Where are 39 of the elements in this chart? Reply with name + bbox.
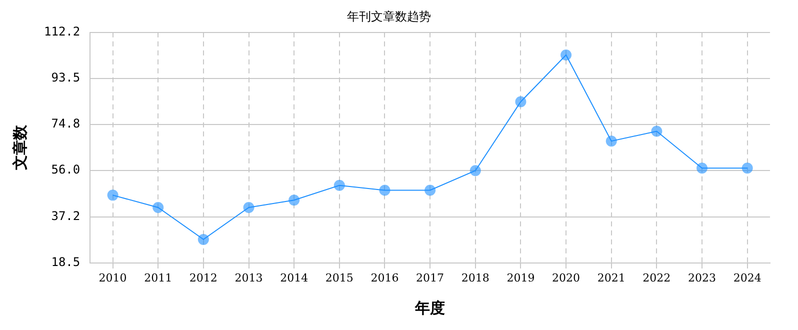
y-axis-title: 文章数	[10, 124, 29, 172]
point	[243, 202, 254, 213]
point	[379, 184, 390, 196]
point	[198, 234, 209, 245]
point	[152, 202, 164, 213]
point	[606, 136, 617, 147]
x-tick-label: 2014	[280, 271, 308, 284]
x-tick-label: 2018	[461, 271, 490, 284]
y-tick-label: 93.5	[51, 70, 80, 85]
point	[696, 162, 708, 174]
point	[424, 184, 436, 196]
x-tick-label: 2015	[325, 271, 354, 284]
x-axis-title: 年度	[414, 298, 446, 317]
point	[742, 162, 753, 174]
point	[560, 50, 572, 61]
y-tick-label: 18.5	[51, 254, 80, 269]
y-tick-label: 74.8	[51, 116, 80, 130]
x-tick-label: 2022	[642, 271, 671, 284]
point	[515, 96, 526, 108]
x-tick-label: 2024	[733, 271, 762, 284]
x-tick-label: 2012	[189, 271, 218, 284]
point	[470, 165, 481, 176]
x-tick-label: 2021	[597, 271, 626, 284]
point	[288, 194, 300, 206]
y-tick-label: 56.0	[51, 162, 80, 177]
x-tick-label: 2020	[552, 271, 580, 284]
point	[651, 126, 662, 137]
y-tick-label: 112.2	[44, 24, 80, 39]
chart-title: 年刊文章数趋势	[347, 9, 431, 24]
x-tick-label: 2017	[416, 271, 444, 284]
x-tick-label: 2019	[506, 271, 535, 284]
x-tick-label: 2023	[688, 271, 716, 284]
point	[334, 180, 345, 191]
point	[107, 190, 118, 201]
y-tick-label: 37.2	[51, 208, 80, 223]
x-tick-label: 2013	[234, 271, 263, 284]
x-tick-label: 2011	[144, 271, 172, 284]
x-tick-label: 2010	[98, 271, 127, 284]
x-tick-label: 2016	[370, 271, 399, 284]
